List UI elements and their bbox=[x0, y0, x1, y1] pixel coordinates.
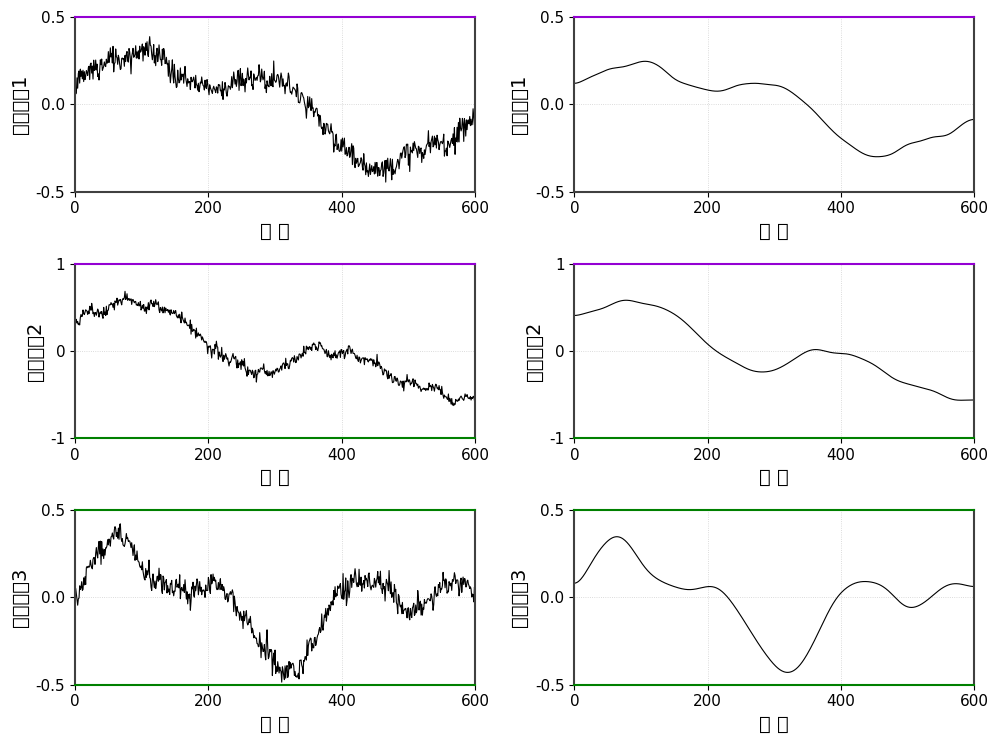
X-axis label: 历 元: 历 元 bbox=[759, 222, 789, 241]
Y-axis label: 多径误差2: 多径误差2 bbox=[525, 321, 544, 381]
X-axis label: 历 元: 历 元 bbox=[260, 715, 290, 734]
X-axis label: 历 元: 历 元 bbox=[759, 715, 789, 734]
Y-axis label: 多径误差1: 多径误差1 bbox=[510, 74, 529, 134]
X-axis label: 历 元: 历 元 bbox=[260, 222, 290, 241]
X-axis label: 历 元: 历 元 bbox=[759, 469, 789, 487]
Y-axis label: 基线误差1: 基线误差1 bbox=[11, 74, 30, 134]
Y-axis label: 基线误差2: 基线误差2 bbox=[26, 321, 45, 381]
X-axis label: 历 元: 历 元 bbox=[260, 469, 290, 487]
Y-axis label: 多径误差3: 多径误差3 bbox=[510, 568, 529, 627]
Y-axis label: 基线误差3: 基线误差3 bbox=[11, 568, 30, 627]
